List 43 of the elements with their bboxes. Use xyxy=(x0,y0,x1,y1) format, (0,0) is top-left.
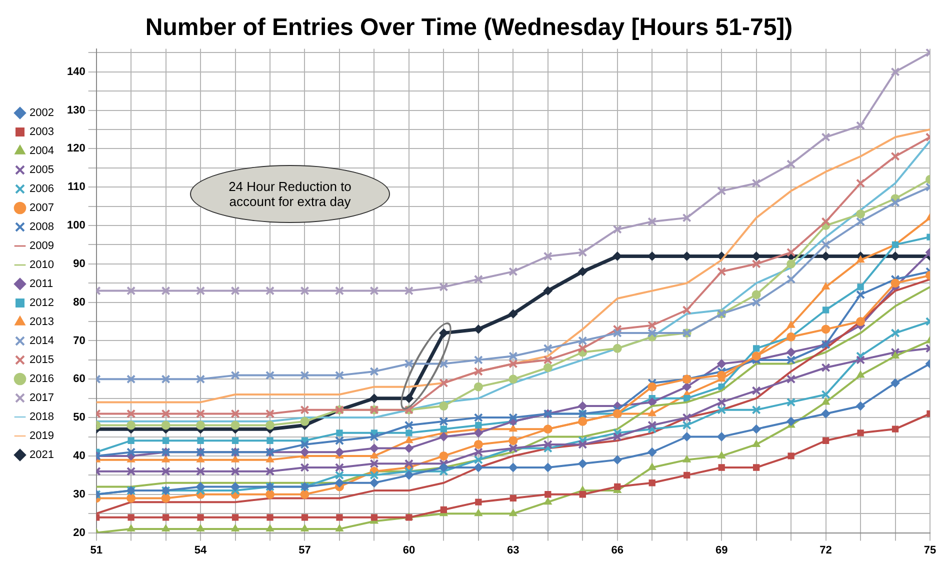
legend-label: 2007 xyxy=(30,202,54,214)
legend-label: 2005 xyxy=(30,164,54,176)
x-tick-label: 57 xyxy=(298,544,311,556)
legend-label: 2004 xyxy=(30,145,54,158)
legend-label: 2009 xyxy=(30,240,54,252)
x-tick-label: 60 xyxy=(402,544,416,556)
legend-label: 2019 xyxy=(30,430,54,442)
x-tick-label: 69 xyxy=(715,544,728,556)
y-tick-label: 90 xyxy=(73,258,86,270)
x-tick-label: 75 xyxy=(924,544,936,556)
legend-label: 2018 xyxy=(30,411,54,424)
legend-label: 2017 xyxy=(30,392,54,404)
y-tick-label: 110 xyxy=(68,181,86,194)
legend-label: 2016 xyxy=(30,373,54,386)
legend-label: 2002 xyxy=(30,107,54,120)
y-tick-label: 140 xyxy=(66,66,86,78)
y-tick-label: 70 xyxy=(73,334,86,347)
y-tick-label: 130 xyxy=(66,104,86,116)
x-tick-label: 72 xyxy=(820,544,832,556)
y-tick-label: 20 xyxy=(73,526,86,539)
y-tick-label: 100 xyxy=(66,220,86,232)
x-tick-label: 63 xyxy=(507,544,520,556)
x-tick-label: 66 xyxy=(611,544,624,556)
chart-title: Number of Entries Over Time (Wednesday [Hours 51-75]) xyxy=(145,14,793,42)
legend-label: 2015 xyxy=(30,354,54,366)
x-tick-label: 51 xyxy=(90,544,102,556)
y-tick-label: 30 xyxy=(73,488,86,500)
legend-label: 2021 xyxy=(30,449,54,462)
legend-label: 2014 xyxy=(30,335,54,348)
y-tick-label: 120 xyxy=(66,142,86,155)
y-tick-label: 40 xyxy=(73,450,86,462)
legend-label: 2013 xyxy=(30,316,54,328)
legend-label: 2006 xyxy=(30,183,54,196)
y-tick-label: 80 xyxy=(73,296,86,308)
x-tick-label: 54 xyxy=(194,544,208,556)
legend-label: 2008 xyxy=(30,221,54,234)
oval-callout: 24 Hour Reduction to account for extra day xyxy=(190,165,390,223)
y-tick-label: 60 xyxy=(73,373,86,386)
y-tick-label: 50 xyxy=(73,412,86,424)
legend-label: 2003 xyxy=(30,126,54,138)
legend-label: 2011 xyxy=(30,278,54,290)
legend-label: 2012 xyxy=(30,297,54,310)
legend-label: 2010 xyxy=(30,259,54,272)
